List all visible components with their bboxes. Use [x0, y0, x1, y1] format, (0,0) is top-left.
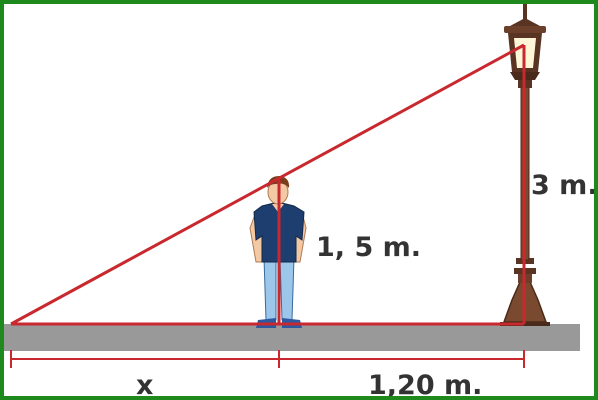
measurement-lines — [10, 350, 525, 368]
distance-label: 1,20 m. — [368, 370, 482, 400]
hypotenuse-line — [10, 43, 525, 326]
person-height-label: 1, 5 m. — [316, 232, 421, 263]
triangle-lines — [10, 43, 526, 326]
lamp-height-label: 3 m. — [531, 170, 598, 201]
shadow-length-label: x — [136, 370, 153, 400]
ground — [4, 324, 580, 351]
